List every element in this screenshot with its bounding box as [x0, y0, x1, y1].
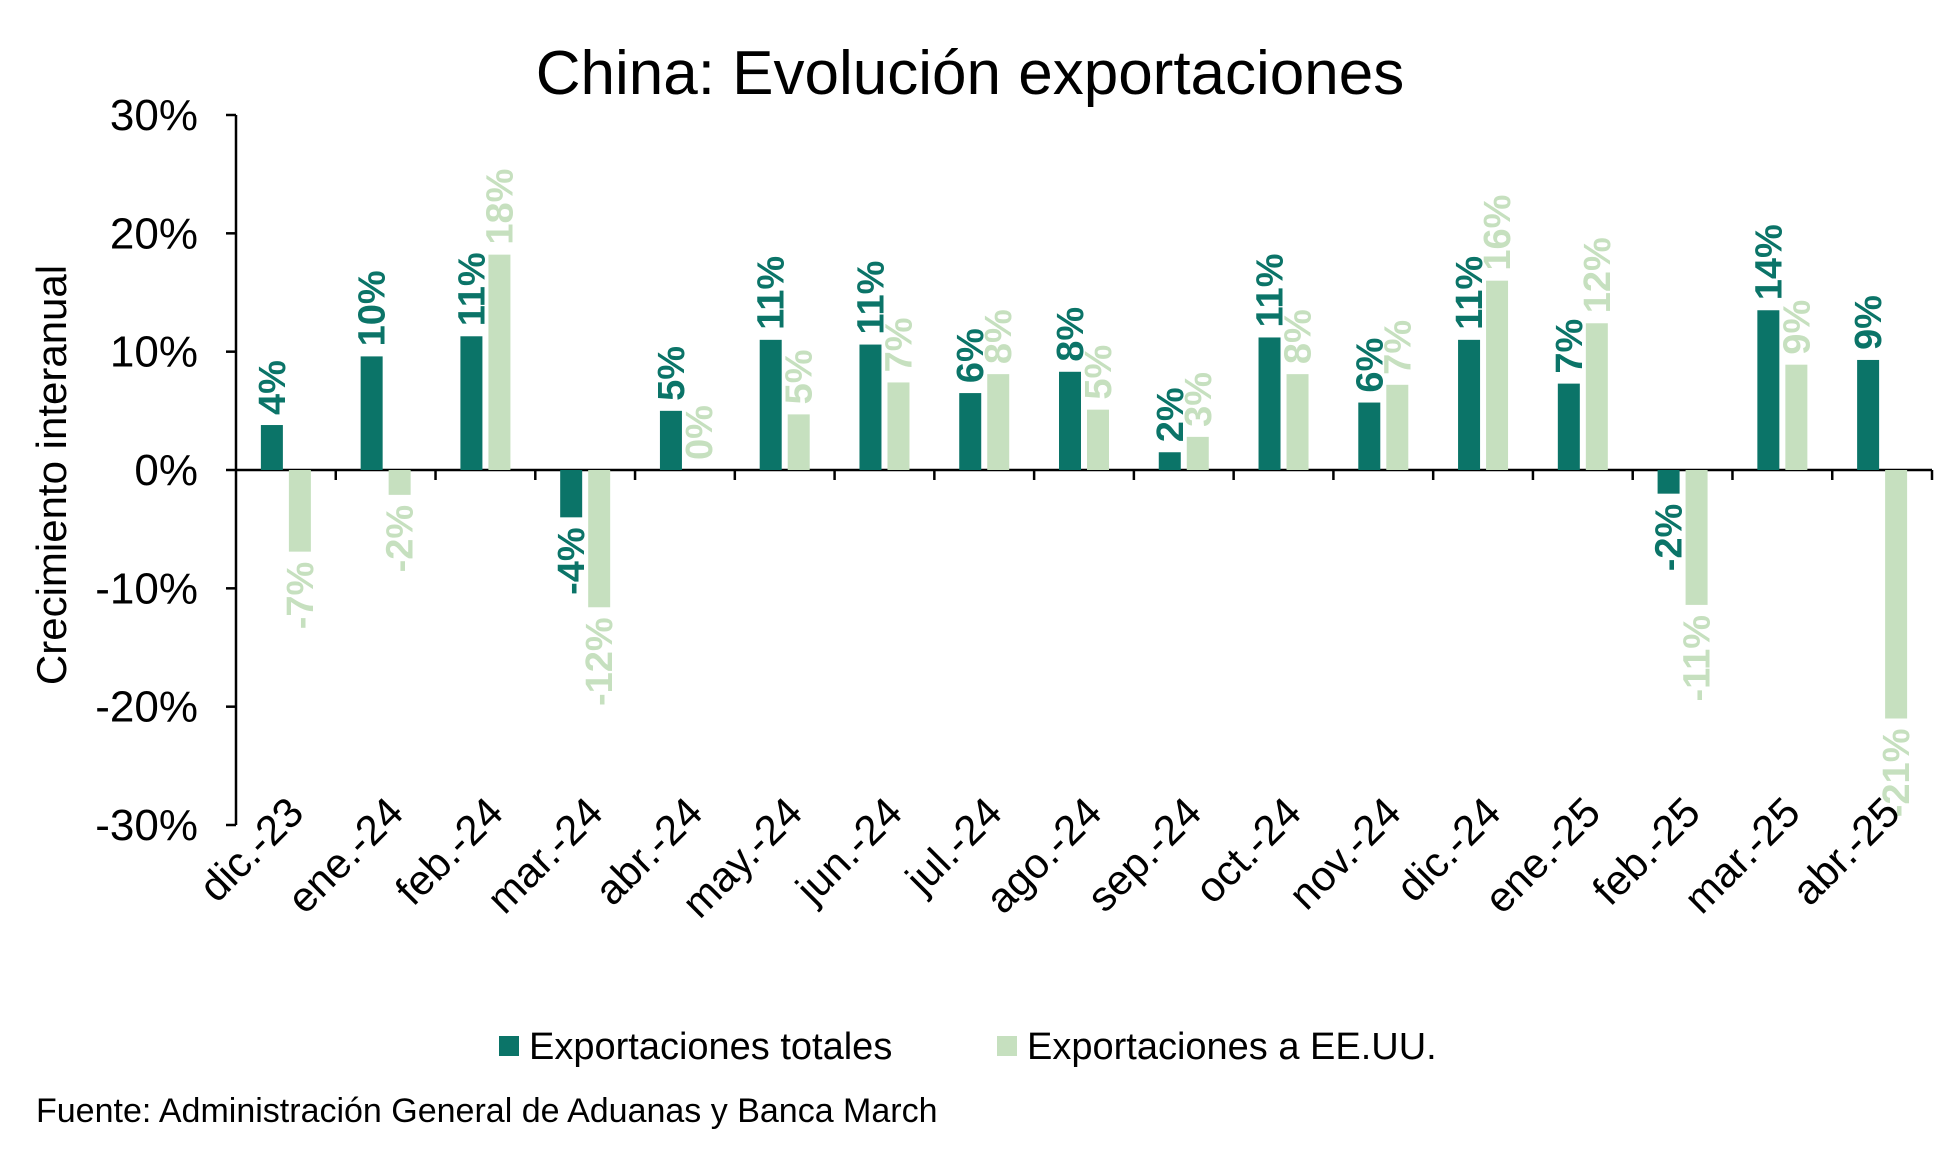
bar-exportaciones-eeuu [1286, 374, 1309, 470]
bar-exportaciones-eeuu [1186, 436, 1209, 470]
data-label: -21% [1876, 729, 1918, 818]
legend-label-exportaciones-totales: Exportaciones totales [529, 1026, 892, 1068]
data-label: -12% [579, 617, 621, 706]
y-axis-label: Crecimiento interanual [28, 265, 75, 685]
data-label: -11% [1677, 615, 1719, 702]
legend-swatch-exportaciones-totales [499, 1036, 519, 1056]
y-tick-label: 20% [110, 209, 198, 258]
x-tick-label: abr.-25 [1783, 788, 1909, 914]
data-label: 14% [1748, 224, 1790, 300]
bar-exportaciones-eeuu [388, 470, 411, 495]
plot-area: 30%20%10%0%-10%-20%-30%4%-7%dic.-2310%-2… [95, 91, 1934, 926]
data-label: 8% [1278, 309, 1320, 364]
bar-exportaciones-totales [1557, 383, 1580, 470]
chart-title: China: Evolución exportaciones [536, 39, 1405, 108]
data-label: 9% [1776, 300, 1818, 355]
bar-exportaciones-eeuu [1785, 364, 1808, 470]
x-tick-label: nov.-24 [1280, 788, 1410, 918]
data-label: -4% [551, 527, 593, 595]
data-label: 4% [252, 360, 294, 415]
data-label: 11% [451, 252, 493, 326]
data-label: 9% [1848, 295, 1890, 350]
bar-exportaciones-eeuu [488, 254, 511, 470]
bar-exportaciones-totales [659, 410, 682, 470]
bar-exportaciones-totales [560, 470, 583, 518]
bar-exportaciones-eeuu [588, 470, 611, 608]
bar-exportaciones-totales [460, 336, 483, 470]
legend: Exportaciones totales Exportaciones a EE… [499, 1026, 1437, 1068]
y-tick-label: -10% [95, 564, 198, 613]
data-label: 0% [679, 405, 721, 460]
source-note: Fuente: Administración General de Aduana… [36, 1092, 938, 1130]
bar-exportaciones-totales [1358, 402, 1381, 470]
data-label: -2% [380, 505, 422, 573]
bar-exportaciones-eeuu [1486, 280, 1509, 470]
data-label: 11% [1449, 256, 1491, 330]
bar-exportaciones-eeuu [1685, 470, 1708, 605]
bar-exportaciones-eeuu [288, 470, 311, 552]
data-label: 8% [978, 309, 1020, 364]
bar-exportaciones-eeuu [887, 382, 910, 470]
data-label: -7% [280, 562, 322, 630]
bar-exportaciones-totales [759, 339, 782, 470]
bar-exportaciones-totales [1657, 470, 1680, 494]
bar-exportaciones-totales [1458, 339, 1481, 470]
y-tick-label: -30% [95, 801, 198, 850]
bar-exportaciones-eeuu [987, 374, 1010, 470]
bar-exportaciones-eeuu [1585, 323, 1608, 470]
y-tick-label: 10% [110, 328, 198, 377]
bar-exportaciones-totales [1158, 452, 1181, 470]
bar-exportaciones-totales [959, 393, 982, 470]
bar-exportaciones-totales [859, 344, 882, 470]
data-label: 11% [1250, 253, 1292, 327]
data-label: 5% [1078, 345, 1120, 400]
bar-exportaciones-eeuu [1386, 384, 1409, 470]
data-label: 7% [1377, 320, 1419, 375]
data-label: 6% [950, 328, 992, 383]
legend-label-exportaciones-eeuu: Exportaciones a EE.UU. [1027, 1026, 1437, 1068]
legend-swatch-exportaciones-eeuu [997, 1036, 1017, 1056]
bar-exportaciones-totales [360, 356, 383, 470]
data-label: 8% [1050, 307, 1092, 362]
bar-exportaciones-totales [1059, 371, 1081, 470]
data-label: 5% [779, 349, 821, 404]
bar-exportaciones-eeuu [1087, 409, 1109, 470]
y-tick-label: -20% [95, 683, 198, 732]
data-label: 7% [878, 318, 920, 373]
bar-exportaciones-totales [1857, 359, 1880, 470]
data-label: 3% [1178, 372, 1220, 427]
y-tick-label: 0% [134, 446, 198, 495]
data-label: 16% [1477, 195, 1519, 271]
data-label: 5% [651, 346, 693, 401]
bar-exportaciones-eeuu [787, 414, 810, 470]
bar-exportaciones-totales [1258, 337, 1281, 470]
data-label: 11% [751, 256, 793, 330]
data-label: 18% [479, 169, 521, 245]
bar-exportaciones-eeuu [1885, 470, 1908, 719]
data-label: 7% [1549, 319, 1591, 374]
data-label: 6% [1349, 338, 1391, 393]
x-tick-label: sep.-24 [1078, 788, 1210, 920]
data-label: -2% [1649, 504, 1691, 572]
y-tick-label: 30% [110, 91, 198, 140]
data-label: 2% [1150, 387, 1192, 442]
data-label: 10% [352, 270, 394, 346]
bar-exportaciones-totales [260, 425, 283, 470]
bar-exportaciones-totales [1757, 310, 1780, 470]
data-label: 11% [850, 261, 892, 335]
data-label: 12% [1577, 237, 1619, 313]
x-tick-label: jun.-24 [785, 788, 910, 913]
